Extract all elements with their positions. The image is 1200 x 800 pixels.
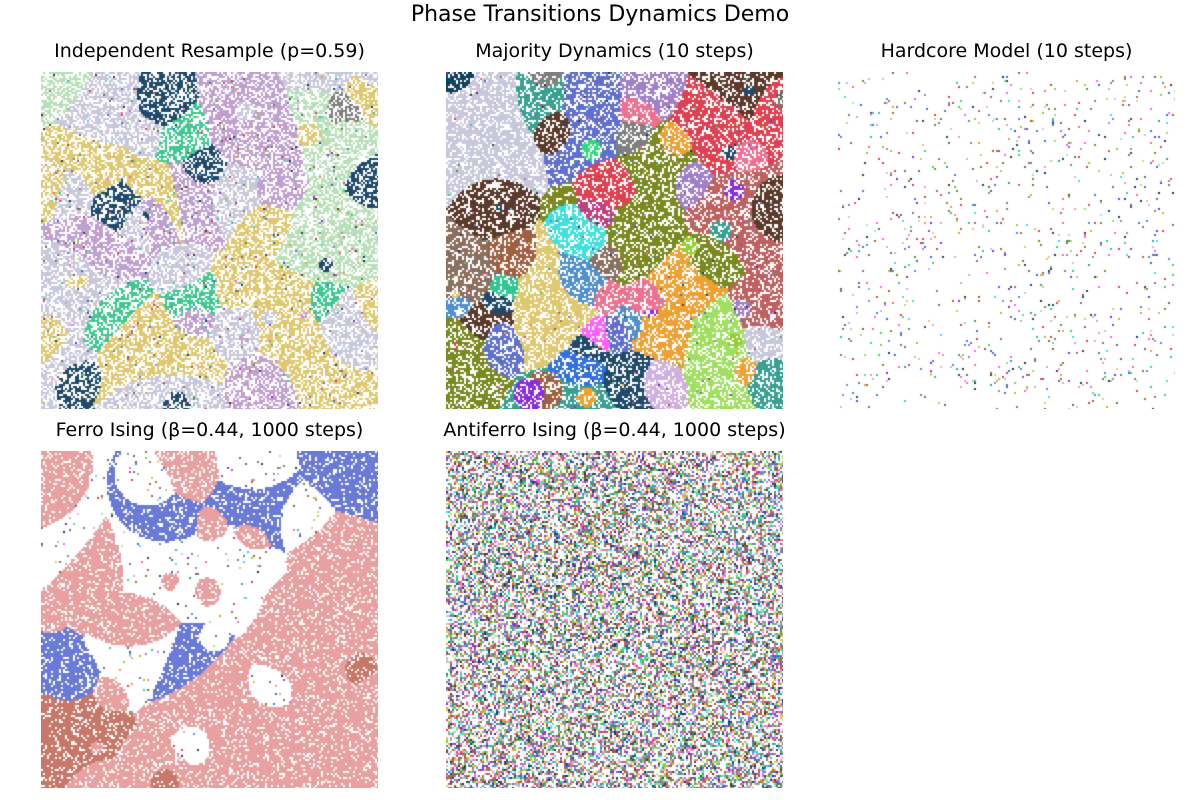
heatmap-hardcore-model (838, 72, 1175, 409)
heatmap-independent-resample (41, 72, 378, 409)
panel-title: Antiferro Ising (β=0.44, 1000 steps) (443, 419, 786, 441)
panel-title: Hardcore Model (10 steps) (880, 40, 1133, 62)
heatmap-antiferro-ising (446, 451, 783, 788)
heatmap-ferro-ising (41, 451, 378, 788)
panel-antiferro-ising: Antiferro Ising (β=0.44, 1000 steps) (443, 417, 786, 789)
panel-title: Ferro Ising (β=0.44, 1000 steps) (55, 419, 364, 441)
panel-majority-dynamics: Majority Dynamics (10 steps) (446, 38, 783, 410)
panel-independent-resample: Independent Resample (p=0.59) (41, 38, 378, 410)
panel-ferro-ising: Ferro Ising (β=0.44, 1000 steps) (41, 417, 378, 789)
panel-title: Majority Dynamics (10 steps) (475, 40, 754, 62)
panel-title: Independent Resample (p=0.59) (54, 40, 365, 62)
heatmap-majority-dynamics (446, 72, 783, 409)
panel-hardcore-model: Hardcore Model (10 steps) (838, 38, 1175, 410)
figure-title: Phase Transitions Dynamics Demo (410, 2, 790, 27)
